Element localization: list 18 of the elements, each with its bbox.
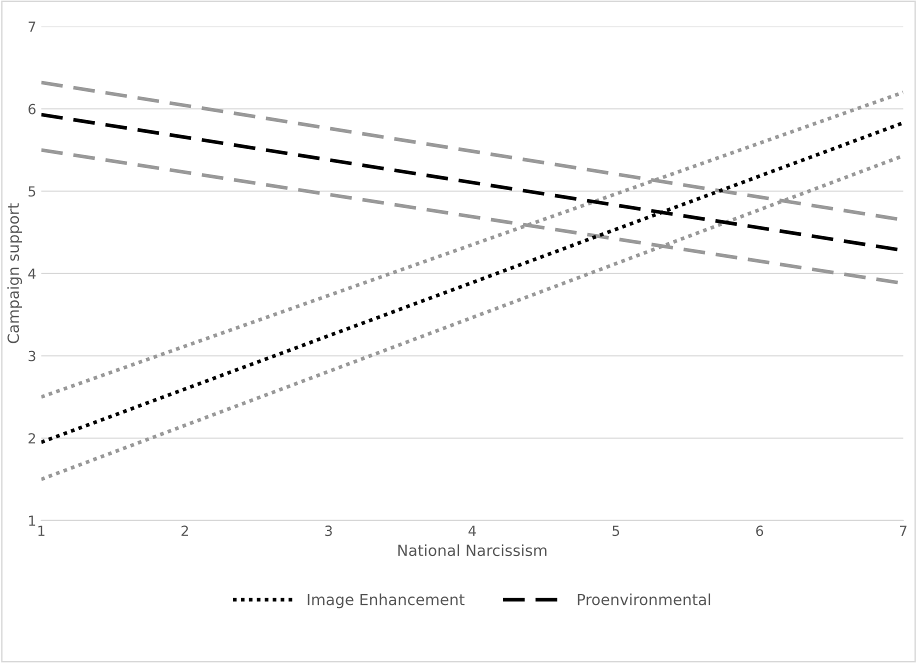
x-tick-label: 1 [38,526,44,536]
y-tick-label: 6 [28,104,36,114]
y-tick-label: 1 [29,516,36,526]
legend-label: Image Enhancement [308,593,464,608]
y-tick-label: 2 [28,433,36,444]
y-axis-title: Campaign support [7,203,22,344]
y-tick-label: 3 [28,350,36,362]
x-tick-label: 4 [468,526,476,536]
x-tick-label: 5 [612,526,620,536]
y-tick-label: 5 [28,186,36,197]
y-tick-label: 4 [28,268,36,279]
x-axis-title: National Narcissism [398,544,546,556]
x-tick-label: 3 [325,526,332,536]
legend-label: Proenvironmental [578,593,710,606]
x-tick-label: 2 [182,526,188,536]
y-tick-label: 7 [28,22,36,32]
x-tick-label: 7 [900,526,906,536]
x-tick-label: 6 [756,526,764,536]
